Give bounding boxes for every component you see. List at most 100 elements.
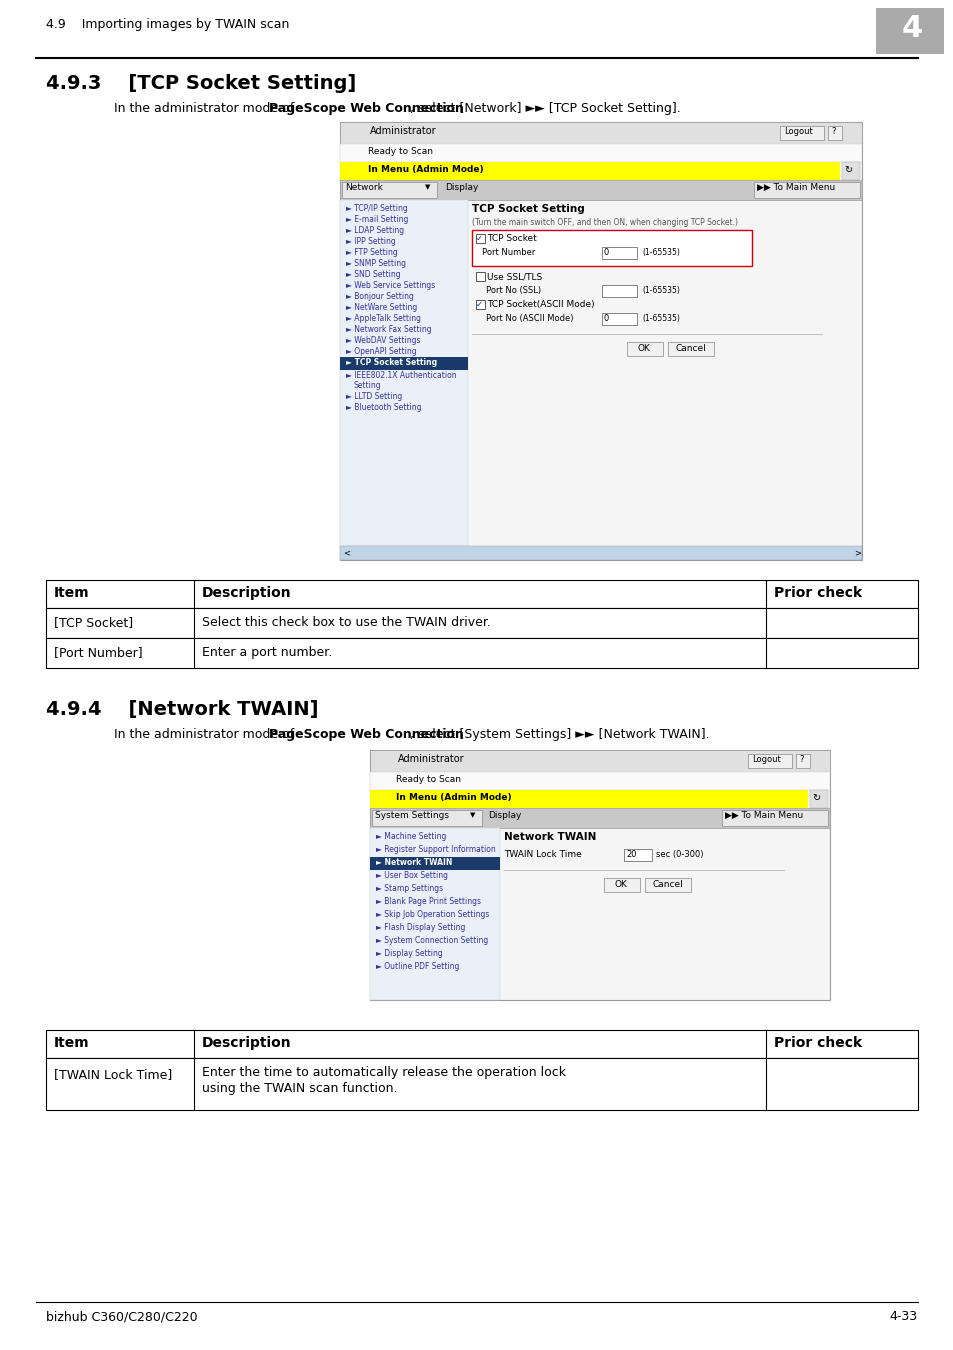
Bar <box>339 180 862 200</box>
Text: Network: Network <box>345 184 382 192</box>
Text: In the administrator mode of: In the administrator mode of <box>113 728 298 741</box>
Text: Use SSL/TLS: Use SSL/TLS <box>486 271 541 281</box>
Text: OK: OK <box>638 344 650 352</box>
Text: Item: Item <box>54 586 90 599</box>
Text: In Menu (Admin Mode): In Menu (Admin Mode) <box>368 165 483 174</box>
Text: TCP Socket Setting: TCP Socket Setting <box>472 204 584 215</box>
Text: 20: 20 <box>625 850 636 859</box>
Text: Port No (ASCII Mode): Port No (ASCII Mode) <box>485 315 573 323</box>
Bar <box>472 230 751 266</box>
Bar <box>339 144 862 162</box>
Bar <box>339 162 840 180</box>
Bar <box>370 809 829 828</box>
Text: Administrator: Administrator <box>370 126 436 136</box>
Bar <box>46 608 917 639</box>
Text: ► IEEE802.1X Authentication: ► IEEE802.1X Authentication <box>346 371 456 379</box>
Text: Description: Description <box>202 1035 292 1050</box>
Text: Enter a port number.: Enter a port number. <box>202 647 332 659</box>
Text: 4.9.3    [TCP Socket Setting]: 4.9.3 [TCP Socket Setting] <box>46 74 355 93</box>
Bar <box>46 1030 917 1058</box>
Bar <box>46 1058 917 1110</box>
Bar <box>370 772 829 790</box>
Text: ► WebDAV Settings: ► WebDAV Settings <box>346 336 420 346</box>
Text: Logout: Logout <box>751 755 780 764</box>
Text: ▶▶ To Main Menu: ▶▶ To Main Menu <box>724 811 802 819</box>
Bar <box>46 580 917 608</box>
Text: Setting: Setting <box>354 381 381 390</box>
Text: , select [System Settings] ►► [Network TWAIN].: , select [System Settings] ►► [Network T… <box>409 728 708 741</box>
Text: Logout: Logout <box>783 127 812 136</box>
Text: (1-65535): (1-65535) <box>641 315 679 323</box>
Bar <box>601 313 637 325</box>
Bar <box>644 878 690 892</box>
Text: [Port Number]: [Port Number] <box>54 647 143 659</box>
Text: ► IPP Setting: ► IPP Setting <box>346 238 395 246</box>
Text: >: > <box>853 548 861 558</box>
Bar <box>370 751 829 772</box>
Text: <: < <box>343 548 350 558</box>
Bar <box>339 356 468 370</box>
Text: ► LLTD Setting: ► LLTD Setting <box>346 392 402 401</box>
Text: ► NetWare Setting: ► NetWare Setting <box>346 302 416 312</box>
Text: Ready to Scan: Ready to Scan <box>368 147 433 157</box>
Text: [TCP Socket]: [TCP Socket] <box>54 616 133 629</box>
Text: Cancel: Cancel <box>676 344 706 352</box>
Bar <box>809 790 827 809</box>
Text: ▼: ▼ <box>424 184 430 190</box>
Bar <box>339 122 862 560</box>
Text: TCP Socket(ASCII Mode): TCP Socket(ASCII Mode) <box>486 300 594 309</box>
Text: OK: OK <box>615 880 627 890</box>
Bar <box>721 810 827 826</box>
Text: Display: Display <box>488 811 521 819</box>
Bar <box>667 342 713 356</box>
Text: ► Blank Page Print Settings: ► Blank Page Print Settings <box>375 896 480 906</box>
Bar <box>601 285 637 297</box>
Bar <box>46 639 917 668</box>
Text: ► Machine Setting: ► Machine Setting <box>375 832 446 841</box>
Text: 4.9.4    [Network TWAIN]: 4.9.4 [Network TWAIN] <box>46 701 318 720</box>
Text: bizhub C360/C280/C220: bizhub C360/C280/C220 <box>46 1310 197 1323</box>
Text: ► TCP/IP Setting: ► TCP/IP Setting <box>346 204 407 213</box>
Text: 0: 0 <box>603 315 609 323</box>
Text: ► Display Setting: ► Display Setting <box>375 949 442 958</box>
Text: ?: ? <box>799 755 802 764</box>
Bar <box>341 182 436 198</box>
Text: ► Bonjour Setting: ► Bonjour Setting <box>346 292 414 301</box>
Text: ► Network Fax Setting: ► Network Fax Setting <box>346 325 431 333</box>
Text: Network TWAIN: Network TWAIN <box>503 832 596 842</box>
Bar <box>795 755 809 768</box>
Text: 0: 0 <box>603 248 609 256</box>
Text: Administrator: Administrator <box>397 755 464 764</box>
Bar <box>339 122 862 144</box>
Text: PageScope Web Connection: PageScope Web Connection <box>269 728 463 741</box>
Text: ► User Box Setting: ► User Box Setting <box>375 871 448 880</box>
Text: ▼: ▼ <box>470 811 475 818</box>
Text: sec (0-300): sec (0-300) <box>656 850 702 859</box>
Text: Display: Display <box>444 184 477 192</box>
Bar <box>875 8 943 54</box>
Bar <box>370 857 499 869</box>
Text: ✓: ✓ <box>476 234 482 243</box>
Text: 4-33: 4-33 <box>889 1310 917 1323</box>
Text: Enter the time to automatically release the operation lock: Enter the time to automatically release … <box>202 1066 565 1079</box>
Bar <box>476 300 484 309</box>
Text: ► Stamp Settings: ► Stamp Settings <box>375 884 442 892</box>
Text: Port No (SSL): Port No (SSL) <box>485 286 540 296</box>
Bar <box>827 126 841 140</box>
Text: ✓: ✓ <box>476 300 482 309</box>
Bar <box>747 755 791 768</box>
Text: ► TCP Socket Setting: ► TCP Socket Setting <box>346 358 436 367</box>
Text: ► E-mail Setting: ► E-mail Setting <box>346 215 408 224</box>
Text: ► Register Support Information: ► Register Support Information <box>375 845 496 855</box>
Text: ► Outline PDF Setting: ► Outline PDF Setting <box>375 963 459 971</box>
Text: ▶▶ To Main Menu: ▶▶ To Main Menu <box>757 184 835 192</box>
Text: (1-65535): (1-65535) <box>641 248 679 256</box>
Bar <box>476 271 484 281</box>
Text: System Settings: System Settings <box>375 811 449 819</box>
Bar <box>370 751 829 1000</box>
Text: ► LDAP Setting: ► LDAP Setting <box>346 225 404 235</box>
Text: ► Network TWAIN: ► Network TWAIN <box>375 859 452 867</box>
Text: ↻: ↻ <box>811 792 820 803</box>
Bar <box>372 810 481 826</box>
Text: ► SND Setting: ► SND Setting <box>346 270 400 279</box>
